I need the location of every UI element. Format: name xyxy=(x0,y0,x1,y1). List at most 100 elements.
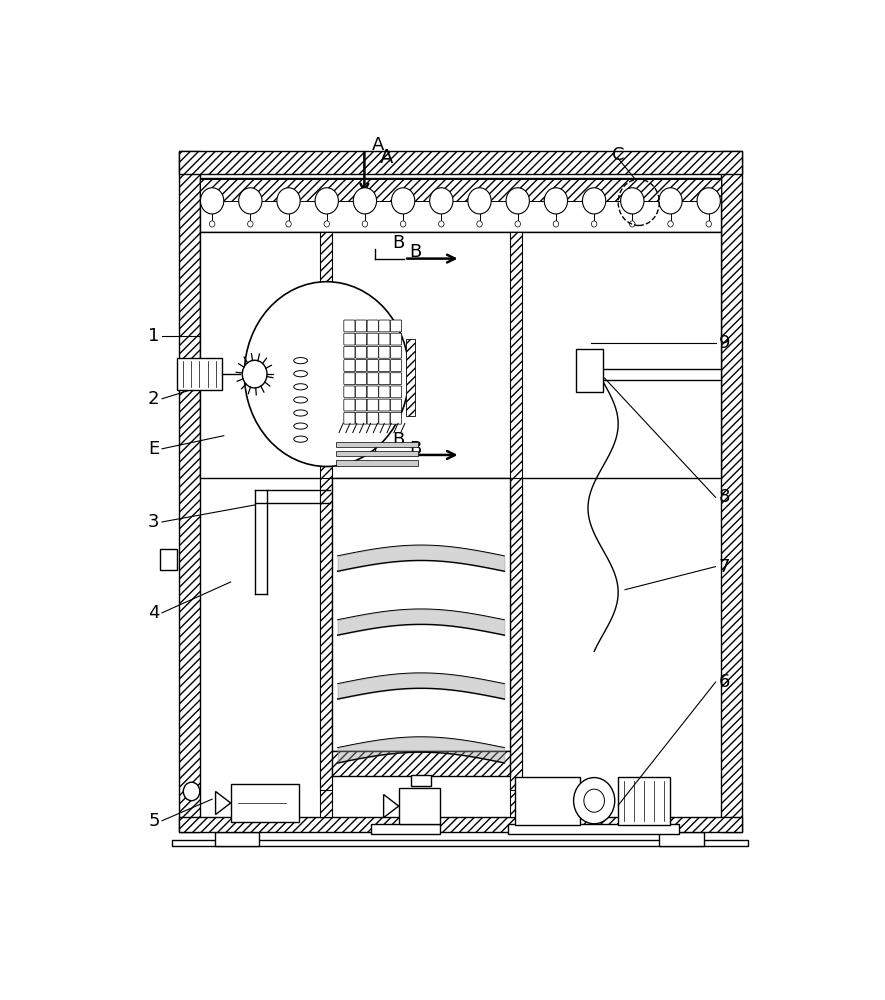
Circle shape xyxy=(362,221,367,227)
Text: 8: 8 xyxy=(719,488,730,506)
Circle shape xyxy=(544,188,567,214)
FancyBboxPatch shape xyxy=(379,346,390,358)
Circle shape xyxy=(239,188,262,214)
Bar xyxy=(335,451,418,456)
Circle shape xyxy=(286,221,291,227)
FancyBboxPatch shape xyxy=(367,320,378,332)
FancyBboxPatch shape xyxy=(390,412,402,424)
Circle shape xyxy=(591,221,596,227)
Bar xyxy=(510,232,522,817)
Bar xyxy=(335,442,418,447)
FancyBboxPatch shape xyxy=(379,333,390,345)
Circle shape xyxy=(277,188,300,214)
Bar xyxy=(179,817,742,832)
Circle shape xyxy=(477,221,482,227)
FancyBboxPatch shape xyxy=(379,320,390,332)
Circle shape xyxy=(324,221,329,227)
FancyBboxPatch shape xyxy=(343,346,355,358)
FancyBboxPatch shape xyxy=(367,412,378,424)
Circle shape xyxy=(620,188,644,214)
Bar xyxy=(179,151,200,832)
Text: 9: 9 xyxy=(719,334,730,352)
FancyBboxPatch shape xyxy=(379,386,390,398)
FancyBboxPatch shape xyxy=(379,412,390,424)
FancyBboxPatch shape xyxy=(367,373,378,385)
Circle shape xyxy=(584,789,604,812)
FancyBboxPatch shape xyxy=(390,386,402,398)
Circle shape xyxy=(668,221,673,227)
Ellipse shape xyxy=(294,358,307,364)
Circle shape xyxy=(468,188,491,214)
Circle shape xyxy=(573,778,615,824)
FancyBboxPatch shape xyxy=(390,360,402,371)
FancyBboxPatch shape xyxy=(343,412,355,424)
FancyBboxPatch shape xyxy=(367,333,378,345)
Bar xyxy=(372,824,440,834)
FancyBboxPatch shape xyxy=(356,333,366,345)
Bar xyxy=(215,832,259,846)
Bar xyxy=(319,232,332,817)
Text: 5: 5 xyxy=(148,812,159,830)
Text: B: B xyxy=(392,431,404,449)
Text: 7: 7 xyxy=(719,558,730,576)
FancyBboxPatch shape xyxy=(390,320,402,332)
Bar xyxy=(319,478,332,790)
Circle shape xyxy=(353,188,377,214)
FancyBboxPatch shape xyxy=(343,373,355,385)
Circle shape xyxy=(315,188,338,214)
Bar xyxy=(177,358,222,390)
FancyBboxPatch shape xyxy=(343,399,355,411)
FancyBboxPatch shape xyxy=(367,399,378,411)
Circle shape xyxy=(391,188,415,214)
Bar xyxy=(160,549,177,570)
Circle shape xyxy=(201,188,224,214)
Text: C: C xyxy=(612,146,625,164)
FancyBboxPatch shape xyxy=(343,320,355,332)
Circle shape xyxy=(506,188,529,214)
Text: E: E xyxy=(148,440,159,458)
Circle shape xyxy=(242,360,267,388)
FancyBboxPatch shape xyxy=(367,386,378,398)
Bar xyxy=(510,478,522,790)
Circle shape xyxy=(658,188,682,214)
Bar xyxy=(515,777,581,825)
Circle shape xyxy=(183,782,200,801)
Bar xyxy=(721,151,742,832)
Ellipse shape xyxy=(294,410,307,416)
Ellipse shape xyxy=(294,384,307,390)
Bar xyxy=(200,178,721,232)
Circle shape xyxy=(210,221,215,227)
Text: A: A xyxy=(372,136,384,154)
FancyBboxPatch shape xyxy=(356,399,366,411)
Ellipse shape xyxy=(294,397,307,403)
Circle shape xyxy=(439,221,444,227)
Bar xyxy=(411,774,431,786)
Ellipse shape xyxy=(294,436,307,442)
FancyBboxPatch shape xyxy=(390,373,402,385)
FancyBboxPatch shape xyxy=(356,320,366,332)
FancyBboxPatch shape xyxy=(390,399,402,411)
Bar xyxy=(398,788,440,824)
Circle shape xyxy=(244,282,409,466)
FancyBboxPatch shape xyxy=(343,333,355,345)
Text: B: B xyxy=(410,243,422,261)
FancyBboxPatch shape xyxy=(356,412,366,424)
Text: 1: 1 xyxy=(148,327,159,345)
FancyBboxPatch shape xyxy=(343,386,355,398)
Bar xyxy=(405,339,415,416)
FancyBboxPatch shape xyxy=(390,333,402,345)
FancyBboxPatch shape xyxy=(367,346,378,358)
Circle shape xyxy=(697,188,720,214)
Text: B: B xyxy=(392,234,404,252)
Ellipse shape xyxy=(294,423,307,429)
FancyBboxPatch shape xyxy=(356,346,366,358)
Text: B: B xyxy=(410,440,422,458)
Circle shape xyxy=(706,221,712,227)
Circle shape xyxy=(629,221,635,227)
Bar xyxy=(231,784,299,822)
Circle shape xyxy=(515,221,520,227)
Circle shape xyxy=(429,188,453,214)
Text: A: A xyxy=(380,148,393,167)
Text: 3: 3 xyxy=(148,513,159,531)
Polygon shape xyxy=(383,795,398,818)
